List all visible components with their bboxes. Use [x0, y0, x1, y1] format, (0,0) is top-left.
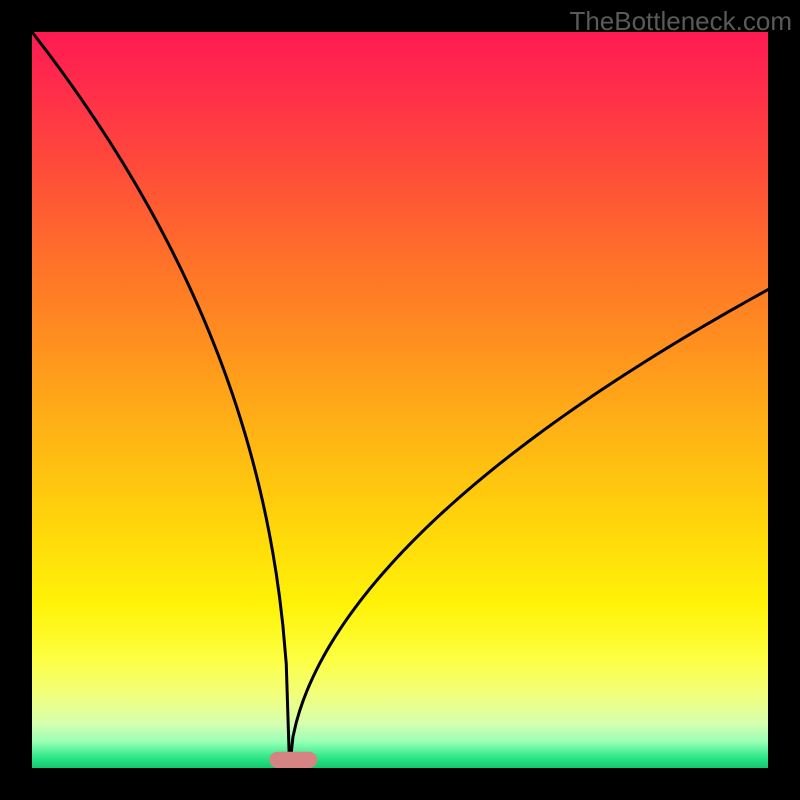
optimal-zone-marker: [269, 752, 317, 768]
bottleneck-curve: [32, 32, 768, 768]
watermark-text: TheBottleneck.com: [569, 6, 792, 37]
plot-area: [32, 32, 768, 768]
curve-layer: [32, 32, 768, 768]
chart-container: TheBottleneck.com: [0, 0, 800, 800]
